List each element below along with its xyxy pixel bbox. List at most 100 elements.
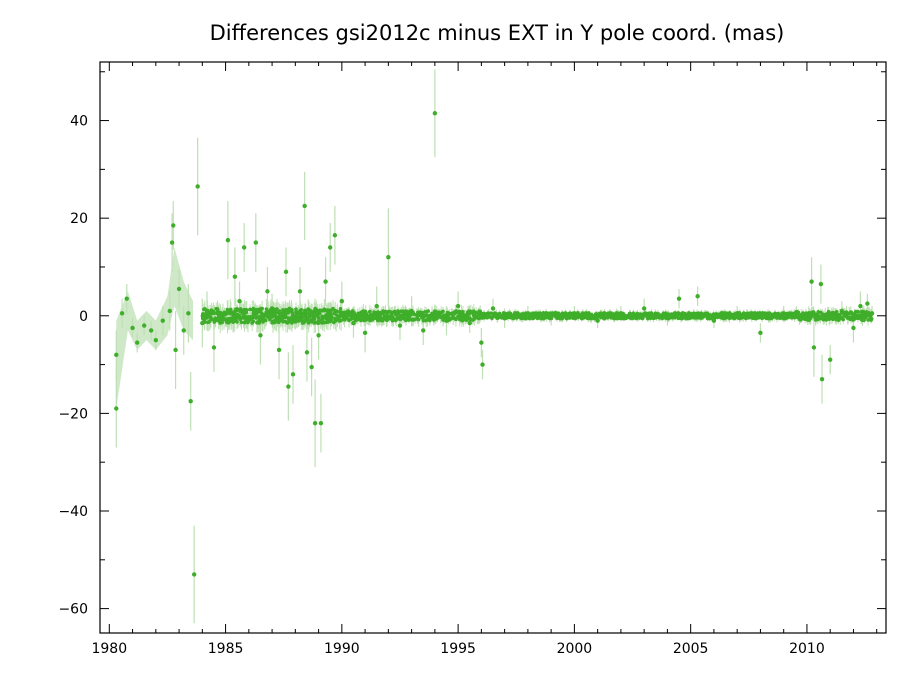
error-band [116, 247, 194, 409]
data-point [404, 317, 408, 321]
data-point [212, 311, 217, 316]
data-point [851, 318, 855, 322]
data-point [612, 316, 616, 321]
data-point [283, 269, 289, 275]
data-point [374, 303, 379, 309]
data-point [548, 311, 553, 316]
data-point [676, 314, 680, 318]
y-tick-label: 20 [70, 211, 88, 227]
x-tick-label: 2005 [673, 641, 709, 657]
data-point [477, 309, 481, 314]
data-point [332, 310, 337, 315]
data-point [323, 279, 328, 284]
data-point [304, 350, 310, 355]
data-point [837, 312, 842, 317]
data-point [286, 384, 291, 389]
data-point [254, 316, 258, 320]
data-point [708, 315, 713, 320]
data-point [606, 315, 611, 319]
data-point [738, 312, 743, 317]
data-point [539, 316, 543, 321]
data-point [603, 315, 607, 320]
x-tick-label: 1990 [324, 641, 360, 657]
data-point [248, 307, 252, 312]
data-point [351, 320, 356, 326]
data-point [867, 311, 872, 316]
data-point [779, 313, 783, 318]
data-point [804, 311, 808, 316]
data-point [860, 309, 865, 314]
data-point [135, 340, 140, 345]
data-point [338, 310, 342, 314]
data-point [380, 317, 384, 321]
data-point [271, 309, 275, 313]
data-point [169, 240, 175, 245]
data-point [213, 317, 218, 322]
data-point [841, 317, 846, 322]
data-point [635, 311, 640, 316]
data-point [220, 320, 224, 325]
data-point [270, 315, 275, 319]
data-point [432, 111, 438, 116]
data-point [818, 315, 822, 320]
data-point [526, 311, 530, 316]
data-points [114, 111, 875, 577]
data-point [203, 314, 208, 319]
data-point [276, 347, 282, 353]
data-point [215, 307, 220, 312]
data-point [512, 314, 516, 318]
data-point [847, 311, 852, 316]
data-point [695, 294, 700, 299]
data-point [634, 316, 638, 321]
data-point [316, 315, 321, 320]
data-point [532, 311, 536, 316]
data-point [467, 309, 471, 313]
data-point [346, 309, 351, 313]
data-point [418, 312, 423, 317]
data-point [792, 311, 796, 316]
data-point [619, 316, 624, 320]
data-point [764, 314, 769, 319]
data-point [563, 311, 568, 315]
data-point [606, 311, 610, 316]
data-point [654, 314, 659, 319]
data-point [358, 314, 363, 319]
data-point [668, 313, 673, 318]
axis-ticks [100, 62, 886, 633]
data-point [676, 296, 682, 301]
data-point [445, 316, 450, 320]
data-point [536, 312, 541, 316]
data-point [186, 311, 191, 316]
data-point [822, 316, 826, 321]
data-point [303, 313, 308, 318]
data-point [342, 318, 347, 322]
data-point [461, 318, 466, 322]
data-point [223, 317, 228, 322]
y-tick-label: 0 [79, 309, 88, 325]
data-point [680, 316, 685, 320]
x-tick-label: 1980 [91, 641, 127, 657]
data-point [589, 312, 594, 317]
data-point [176, 286, 182, 292]
early-error-band [116, 247, 194, 409]
data-point [258, 333, 263, 338]
data-point [641, 306, 647, 311]
data-point [744, 314, 748, 319]
data-point [119, 311, 125, 316]
data-point [826, 309, 831, 314]
data-point [283, 310, 287, 315]
data-point [261, 316, 266, 321]
data-point [328, 245, 333, 250]
data-point [586, 316, 591, 321]
data-point [244, 310, 249, 315]
data-point [857, 313, 861, 318]
data-point [423, 310, 427, 314]
data-point [202, 307, 207, 311]
data-point [241, 245, 247, 250]
data-point [411, 311, 415, 316]
data-point [401, 309, 405, 313]
y-tick-label: −40 [58, 504, 88, 520]
data-point [545, 311, 550, 316]
data-point [796, 310, 801, 315]
data-point [494, 312, 499, 316]
